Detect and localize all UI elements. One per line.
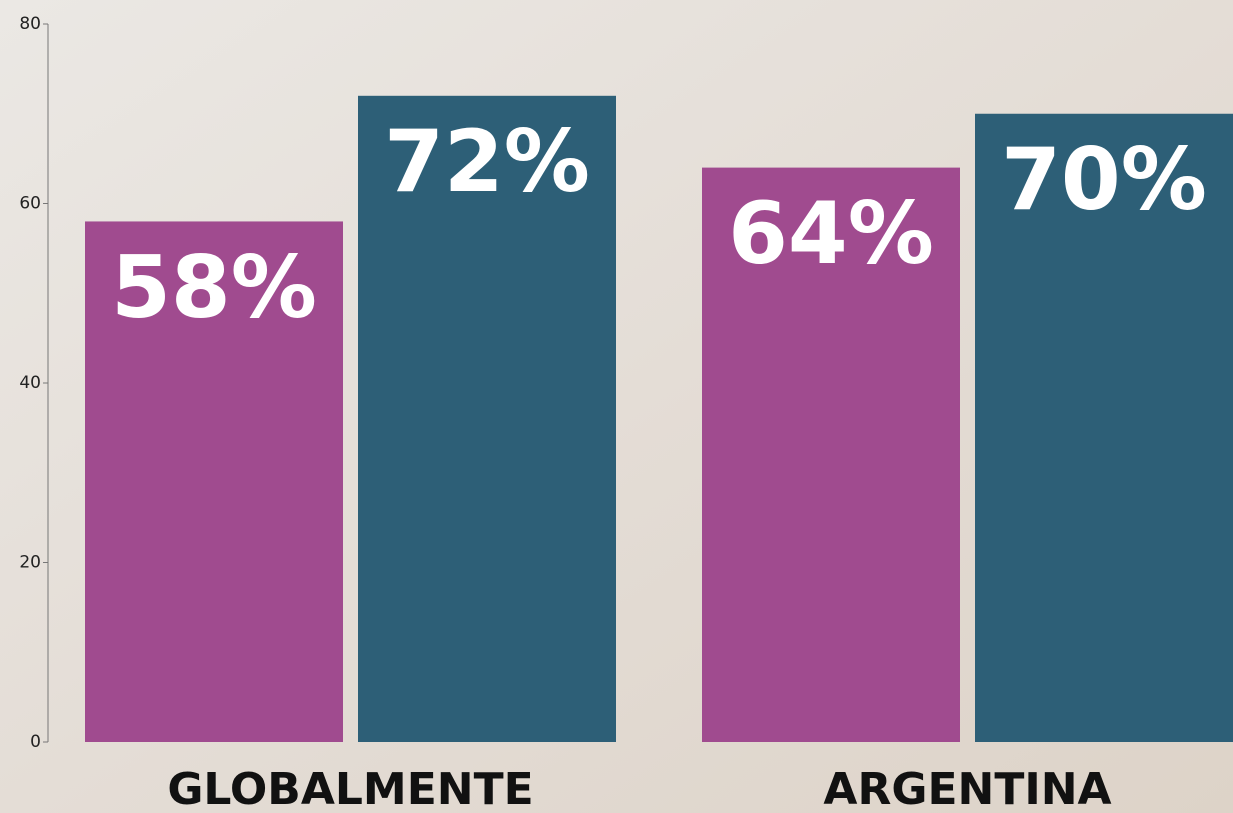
value-label: 64% (728, 184, 934, 284)
value-label: 58% (111, 238, 317, 338)
y-tick-label: 80 (19, 14, 41, 34)
x-tick-label: GLOBALMENTE (167, 764, 533, 813)
y-tick-label: 20 (19, 553, 41, 573)
y-tick-label: 40 (19, 373, 41, 393)
value-label: 70% (1001, 130, 1207, 230)
page: {"chart_data": {"type": "bar", "categori… (0, 0, 1233, 813)
y-tick-label: 0 (30, 732, 41, 752)
value-label: 72% (384, 112, 590, 212)
x-tick-label: ARGENTINA (823, 764, 1111, 813)
chart: 0 20 40 60 80 58% 72% GLOBALMENTE 64% 70% ARGENTIN… (0, 0, 1233, 813)
y-tick-label: 60 (19, 194, 41, 214)
